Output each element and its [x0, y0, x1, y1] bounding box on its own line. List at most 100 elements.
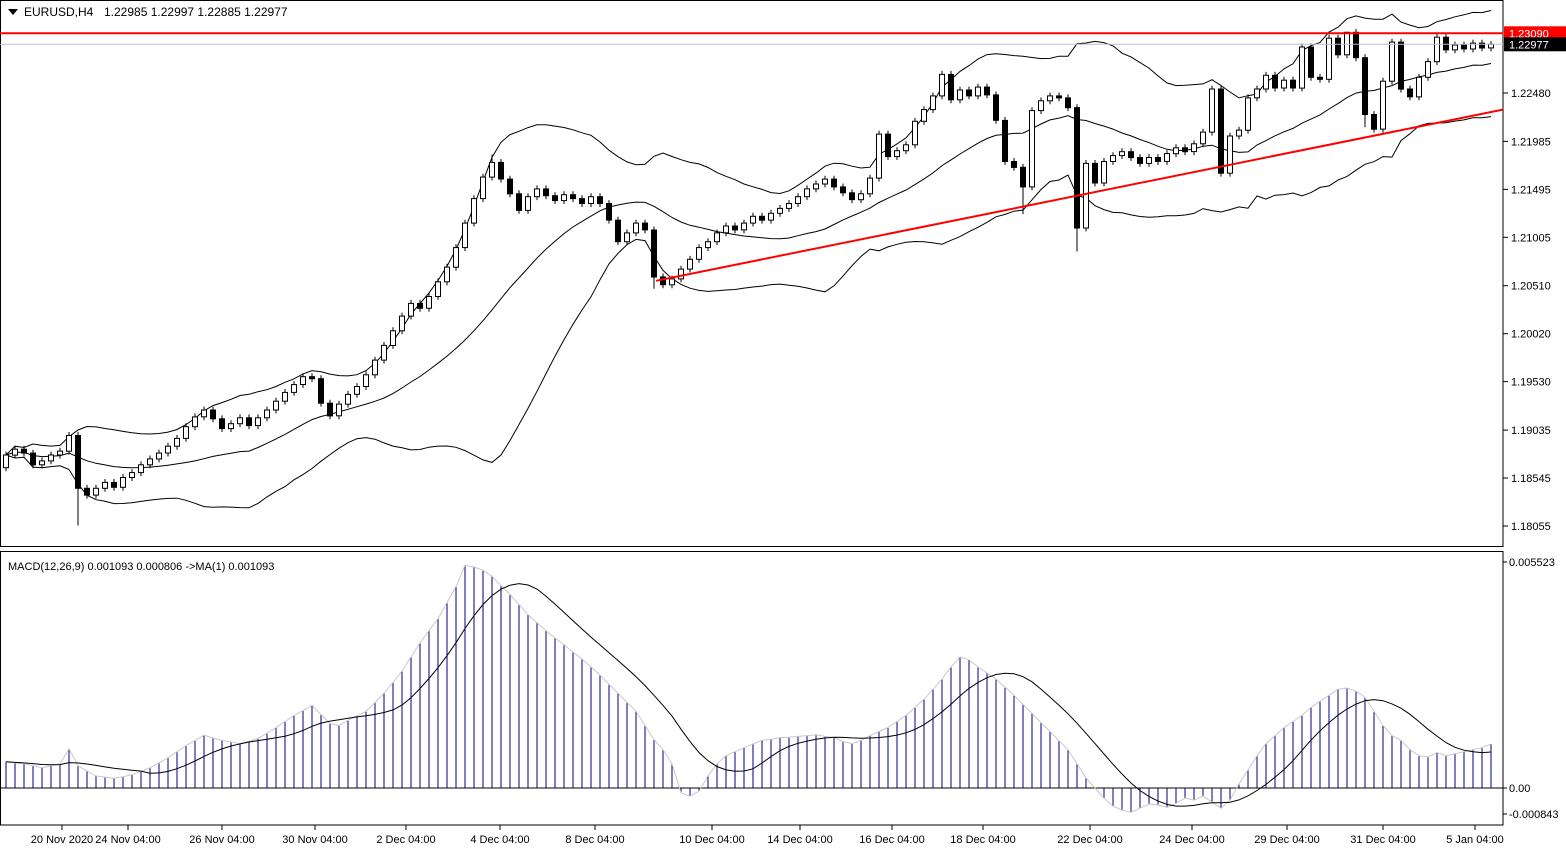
bull-candle [813, 183, 819, 190]
bear-candle [1461, 44, 1467, 50]
bollinger-middle-band [5, 63, 1492, 469]
bull-candle [1209, 88, 1215, 133]
time-tick-label: 24 Dec 04:00 [1159, 834, 1224, 846]
bull-candle [1110, 155, 1116, 163]
bull-candle [1164, 153, 1170, 162]
time-tick-label: 4 Dec 04:00 [470, 834, 529, 846]
bull-candle [975, 86, 981, 97]
time-tick-label: 22 Dec 04:00 [1057, 834, 1122, 846]
bollinger-lower-band [5, 116, 1492, 509]
bull-candle [1452, 44, 1458, 51]
time-axis[interactable]: 20 Nov 2020 24 Nov 04:00 26 Nov 04:00 30 No… [31, 825, 1504, 846]
bull-candle [1236, 129, 1242, 137]
bull-candle [381, 344, 387, 361]
bull-candle [1488, 43, 1494, 49]
bear-candle [1479, 42, 1485, 49]
macd-panel[interactable] [0, 551, 1504, 826]
bull-candle [705, 241, 711, 249]
bull-candle [444, 266, 450, 283]
bull-candle [12, 448, 18, 456]
bear-candle [1137, 157, 1143, 164]
bear-candle [516, 193, 522, 211]
macd-histogram [5, 565, 1492, 813]
macd-line [5, 564, 1492, 813]
bull-candle [345, 393, 351, 405]
bear-candle [111, 481, 117, 488]
bear-candle [1443, 36, 1449, 51]
bull-candle [390, 330, 396, 346]
bull-candle [1146, 157, 1152, 164]
panel-divider[interactable] [0, 547, 1503, 551]
bear-candle [1371, 114, 1377, 130]
bull-candle [714, 232, 720, 243]
bear-candle [1011, 161, 1017, 168]
bull-candle [408, 302, 414, 317]
trendline[interactable] [655, 108, 1503, 282]
symbol-dropdown-icon[interactable] [8, 9, 18, 15]
bull-candle [912, 120, 918, 146]
bear-candle [579, 198, 585, 205]
bull-candle [147, 458, 153, 466]
price-tick-label: 1.21985 [1511, 136, 1551, 148]
bear-candle [1353, 31, 1359, 59]
bull-candle [633, 222, 639, 234]
bear-candle [597, 196, 603, 204]
bull-candle [1227, 135, 1233, 174]
bear-candle [417, 302, 423, 309]
main-chart-panel[interactable] [0, 0, 1504, 547]
bear-candle [885, 133, 891, 158]
bear-candle [1218, 88, 1224, 174]
bear-candle [1002, 119, 1008, 162]
bull-candle [102, 481, 108, 489]
bull-candle [237, 417, 243, 425]
price-tick-label: 1.18055 [1511, 521, 1551, 533]
bull-candle [867, 177, 873, 195]
time-tick-label: 18 Dec 04:00 [950, 834, 1015, 846]
bear-candle [948, 73, 954, 101]
time-tick-label: 2 Dec 04:00 [376, 834, 435, 846]
bear-candle [984, 86, 990, 96]
bear-candle [615, 219, 621, 243]
macd-plot-area [0, 564, 1503, 813]
bear-candle [732, 225, 738, 231]
bear-candle [570, 194, 576, 200]
bull-candle [921, 109, 927, 122]
bull-candle [1281, 79, 1287, 89]
bull-candle [201, 409, 207, 418]
bull-candle [768, 212, 774, 221]
price-plot-area [0, 10, 1503, 526]
bull-candle [264, 409, 270, 419]
bull-candle [876, 133, 882, 179]
bull-candle [462, 222, 468, 249]
bull-candle [255, 417, 261, 427]
macd-axis[interactable]: 0.005523 0.00 -0.000843 [1503, 557, 1559, 821]
bear-candle [1398, 41, 1404, 90]
bear-candle [1335, 37, 1341, 56]
bear-candle [552, 195, 558, 202]
bear-candle [246, 417, 252, 427]
bull-candle [1425, 61, 1431, 78]
bull-candle [1380, 80, 1386, 130]
bull-candle [1200, 131, 1206, 145]
bear-candle [30, 452, 36, 466]
price-tick-label: 1.21005 [1511, 232, 1551, 244]
price-tick-label: 1.18545 [1511, 473, 1551, 485]
macd-tick-label: -0.000843 [1509, 809, 1559, 821]
macd-signal-line [5, 583, 1492, 807]
bull-candle [399, 315, 405, 332]
bull-candle [435, 281, 441, 297]
bull-candle [858, 193, 864, 201]
bull-candle [1416, 76, 1422, 98]
bull-candle [795, 196, 801, 204]
bull-candle [354, 386, 360, 395]
time-tick-label: 8 Dec 04:00 [565, 834, 624, 846]
bull-candle [939, 73, 945, 97]
bull-candle [669, 278, 675, 286]
bull-candle [363, 374, 369, 387]
price-axis[interactable]: 1.22480 1.21985 1.21495 1.21005 1.20510 1.200… [1503, 88, 1551, 533]
bull-candle [1299, 46, 1305, 89]
bollinger-upper-band [5, 10, 1492, 456]
bull-candle [174, 437, 180, 447]
bear-candle [1056, 95, 1062, 99]
bull-candle [138, 464, 144, 474]
